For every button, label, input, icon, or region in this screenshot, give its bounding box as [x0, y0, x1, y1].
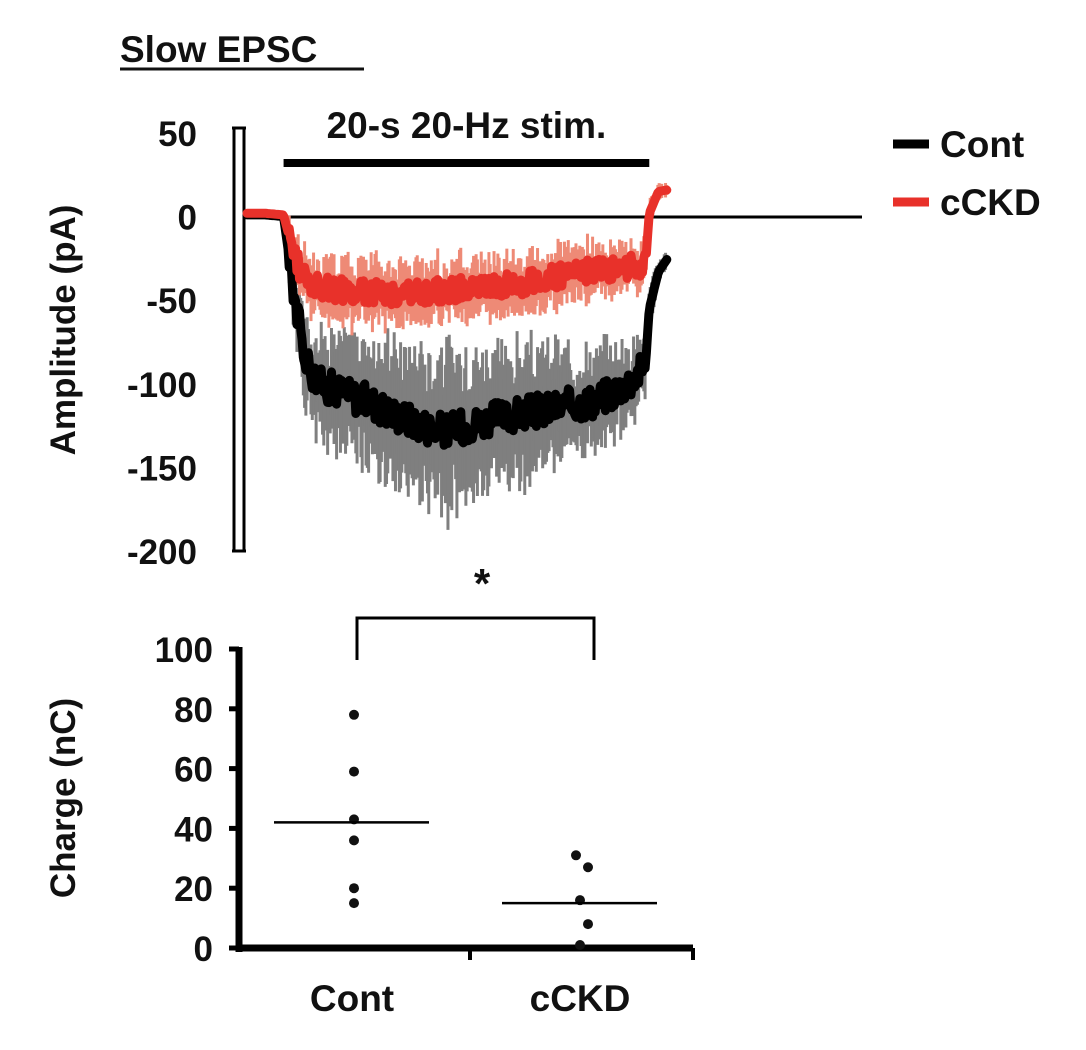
charge-tick-label: 0 — [194, 930, 213, 969]
legend-label-cckd: cCKD — [940, 182, 1041, 223]
data-point-cont — [349, 835, 359, 846]
series-line-cont — [242, 210, 672, 450]
amplitude-y-label: Amplitude (pA) — [44, 205, 83, 456]
category-label: Cont — [310, 978, 394, 1019]
amplitude-tick-label: -100 — [127, 366, 197, 405]
data-point-cckd — [575, 940, 585, 951]
series-line-cckd — [242, 185, 672, 310]
charge-tick-label: 20 — [174, 870, 213, 909]
data-point-cckd — [571, 850, 581, 861]
category-label: cCKD — [530, 978, 631, 1019]
data-point-cckd — [583, 919, 593, 930]
charge-tick-label: 100 — [155, 631, 213, 670]
amplitude-tick-label: -200 — [127, 533, 197, 572]
data-point-cont — [349, 766, 359, 777]
mean-lines — [242, 185, 672, 450]
amplitude-y-axis — [232, 126, 246, 553]
significance-bracket: * — [355, 560, 596, 660]
amplitude-tick-label: -50 — [146, 282, 197, 321]
charge-points — [274, 709, 657, 951]
charge-chart: 100 80 60 40 20 0 Charge (nC) * Cont cCKD — [44, 560, 695, 1019]
data-point-cont — [349, 709, 359, 720]
charge-tick-label: 80 — [174, 691, 213, 730]
data-point-cont — [349, 883, 359, 894]
legend: Cont cCKD — [893, 124, 1041, 223]
amplitude-tick-labels: 50 0 -50 -100 -150 -200 — [127, 115, 197, 572]
stimulus-label: 20-s 20-Hz stim. — [327, 105, 607, 146]
charge-tick-label: 40 — [174, 810, 213, 849]
data-point-cont — [349, 898, 359, 909]
significance-star: * — [474, 560, 491, 607]
panel-title: Slow EPSC — [120, 29, 317, 70]
charge-tick-label: 60 — [174, 751, 213, 790]
amplitude-tick-label: -150 — [127, 449, 197, 488]
charge-tick-labels: 100 80 60 40 20 0 — [155, 631, 695, 969]
error-bars — [272, 182, 669, 530]
data-point-cckd — [583, 862, 593, 873]
amplitude-tick-label: 0 — [178, 199, 197, 238]
charge-y-label: Charge (nC) — [44, 698, 83, 898]
amplitude-tick-label: 50 — [158, 115, 197, 154]
legend-label-cont: Cont — [940, 124, 1024, 165]
amplitude-chart: 50 0 -50 -100 -150 -200 Amplitude (pA) 20-s 2… — [44, 105, 1041, 572]
amplitude-traces — [242, 182, 672, 530]
charge-category-labels: Cont cCKD — [310, 978, 631, 1019]
